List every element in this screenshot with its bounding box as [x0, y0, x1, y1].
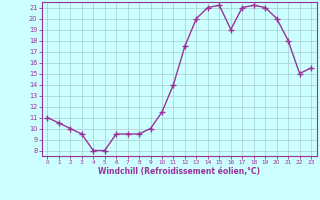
X-axis label: Windchill (Refroidissement éolien,°C): Windchill (Refroidissement éolien,°C): [98, 167, 260, 176]
